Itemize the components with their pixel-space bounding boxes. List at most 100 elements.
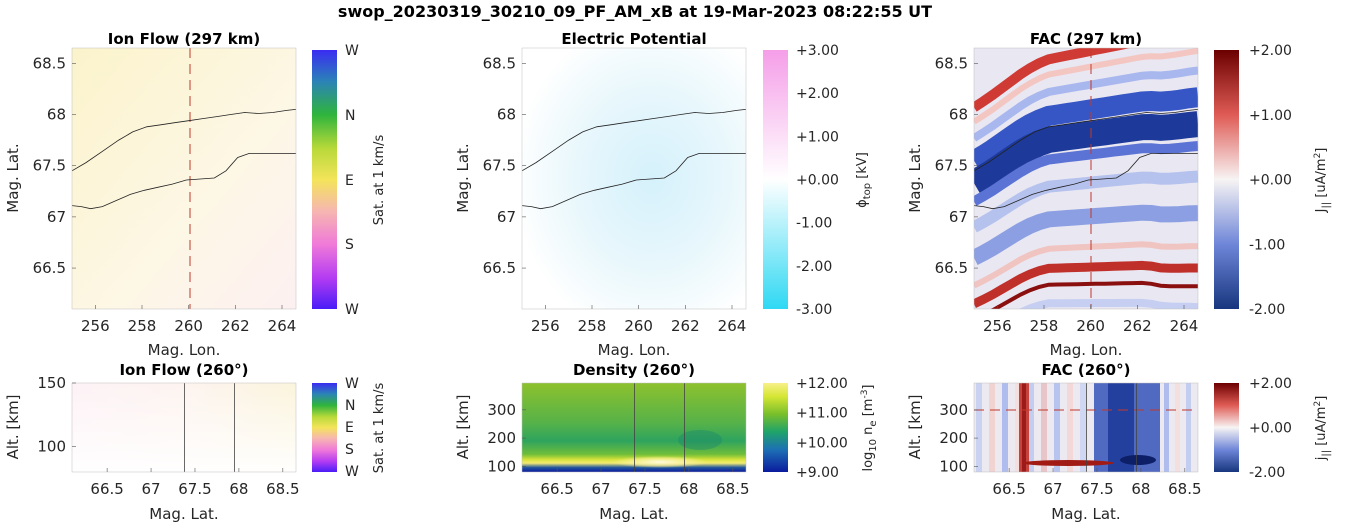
- density-profile-xtick-label: 68.5: [716, 480, 749, 498]
- ion-flow-map-ytick-label: 68: [47, 106, 66, 124]
- ion-flow-profile-cb-tick: E: [345, 420, 354, 436]
- ion-flow-profile-cb-label: Sat. at 1 km/s: [372, 383, 387, 474]
- fac-map-ytick-label: 67: [949, 208, 968, 226]
- potential-map-ytick-label: 67: [497, 208, 516, 226]
- potential-map-colorbar: [763, 50, 788, 309]
- potential-map-field: [522, 48, 746, 309]
- potential-map-cb-tick: +0.00: [796, 173, 839, 189]
- fac-profile-xtick-label: 68.5: [1168, 480, 1201, 498]
- potential-map-cb-tick: +2.00: [796, 86, 839, 102]
- ion-flow-map-boundary-equatorward: [72, 153, 296, 210]
- ion-flow-map-field: [72, 48, 296, 309]
- fac-map-xtick-label: 260: [1076, 317, 1105, 335]
- potential-map-ytick-label: 67.5: [483, 157, 516, 175]
- potential-map-cb-tick: +1.00: [796, 129, 839, 145]
- fac-profile-e-region-downward: [1120, 455, 1156, 465]
- ion-flow-map-ytick-label: 67: [47, 208, 66, 226]
- fac-map-cb-tick: +2.00: [1249, 43, 1292, 59]
- ion-flow-map-colorbar: [312, 50, 337, 309]
- fac-map-ylabel: Mag. Lat.: [906, 143, 924, 212]
- fac-map-xtick-label: 256: [983, 317, 1012, 335]
- potential-map-xlabel: Mag. Lon.: [598, 341, 671, 359]
- fac-profile-stripe: [1175, 383, 1180, 472]
- ion-flow-profile-xtick-label: 67.5: [178, 480, 211, 498]
- ion-flow-map-xtick-label: 264: [268, 317, 297, 335]
- fac-profile-stripe: [1080, 383, 1086, 472]
- ion-flow-map-panel: Ion Flow (297 km) 256 258 260 262 264 66.5 67…: [4, 30, 387, 359]
- fac-map-ytick-label: 67.5: [935, 157, 968, 175]
- potential-map-xtick-label: 256: [531, 317, 560, 335]
- density-profile-ytick-label: 200: [487, 429, 516, 447]
- fac-map-band: [974, 48, 1198, 125]
- ion-flow-map-xlabel: Mag. Lon.: [148, 341, 221, 359]
- ion-flow-profile-xtick-label: 66.5: [90, 480, 123, 498]
- fac-map-xtick-label: 264: [1170, 317, 1199, 335]
- density-profile-peak: [612, 456, 708, 468]
- density-profile-ytick-label: 300: [487, 401, 516, 419]
- fac-profile-cb-tick: -2.00: [1249, 465, 1285, 481]
- density-profile-panel: Density (260°) 66.5 67 67.5 68 68.5 100 200 30…: [454, 361, 879, 523]
- fac-map-colorbar: [1214, 50, 1239, 309]
- potential-map-boundary-poleward: [522, 109, 746, 172]
- density-profile-cb-tick: +10.00: [796, 435, 848, 451]
- ion-flow-map-xtick-label: 262: [221, 317, 250, 335]
- fac-profile-ytick-label: 300: [939, 401, 968, 419]
- density-profile-ytick-label: 100: [487, 457, 516, 475]
- potential-map-axes-frame: [521, 47, 747, 310]
- fac-profile-stripe: [1054, 383, 1060, 472]
- fac-profile-axes-frame: [973, 382, 1199, 473]
- ion-flow-map-boundary-poleward: [72, 109, 296, 172]
- potential-map-cb-label: ϕtop [kV]: [855, 152, 873, 208]
- fac-map-xtick-label: 258: [1030, 317, 1059, 335]
- density-profile-title: Density (260°): [573, 361, 695, 379]
- ion-flow-profile-panel: Ion Flow (260°) 66.5 67 67.5 68 68.5 100150 …: [4, 361, 387, 523]
- potential-map-panel: Electric Potential 256 258 260 262 264 66.5 6…: [454, 30, 873, 359]
- fac-map-ytick-label: 66.5: [935, 259, 968, 277]
- ion-flow-profile-xtick-label: 68: [229, 480, 248, 498]
- potential-map-ylabel: Mag. Lat.: [454, 143, 472, 212]
- fac-map-title: FAC (297 km): [1030, 30, 1142, 48]
- fac-map-band: [974, 241, 1198, 289]
- fac-map-cb-tick: +0.00: [1249, 173, 1292, 189]
- ion-flow-profile-ytick-label: 100: [37, 438, 66, 456]
- density-profile-cb-label: log10 ne [m-3]: [860, 384, 879, 471]
- density-profile-xtick-label: 68: [679, 480, 698, 498]
- ion-flow-profile-xtick-label: 67: [142, 480, 161, 498]
- ion-flow-map-cb-label: Sat. at 1 km/s: [372, 135, 387, 226]
- fac-map-band: [974, 48, 1131, 112]
- fac-map-band: [990, 280, 1198, 309]
- fac-profile-upward-core: [1022, 383, 1026, 472]
- fac-map-bands: [974, 48, 1198, 309]
- fac-profile-stripe: [1002, 383, 1008, 472]
- fac-profile-xtick-label: 67.5: [1080, 480, 1113, 498]
- fac-map-boundary-equatorward: [974, 153, 1198, 210]
- fac-profile-ytick-label: 200: [939, 429, 968, 447]
- fac-profile-stripe: [976, 383, 982, 472]
- fac-profile-ylabel: Alt. [km]: [906, 395, 924, 460]
- density-profile-cb-tick: +11.00: [796, 406, 848, 422]
- fac-profile-e-region-upward: [1022, 460, 1114, 466]
- fac-profile-xtick-label: 67: [1044, 480, 1063, 498]
- density-profile-xlabel: Mag. Lat.: [599, 505, 668, 523]
- ion-flow-profile-cb-tick: N: [345, 398, 355, 414]
- fac-profile-cb-label: j|| [uA/m2]: [1313, 396, 1332, 462]
- fac-map-axes-frame: [973, 47, 1199, 310]
- ion-flow-map-ytick-label: 66.5: [33, 259, 66, 277]
- fac-profile-colorbar: [1214, 383, 1239, 472]
- ion-flow-map-ytick-label: 67.5: [33, 157, 66, 175]
- ion-flow-map-ytick-label: 68.5: [33, 54, 66, 72]
- ion-flow-map-xtick-label: 256: [81, 317, 110, 335]
- fac-map-band: [974, 111, 1198, 195]
- potential-map-xtick-label: 264: [718, 317, 747, 335]
- ion-flow-map-title: Ion Flow (297 km): [108, 30, 260, 48]
- density-profile-colorbar: [763, 383, 788, 472]
- fac-profile-stripe: [989, 383, 995, 472]
- fac-map-cb-tick: -1.00: [1249, 237, 1285, 253]
- fac-profile-stripes: [976, 383, 1191, 472]
- ion-flow-profile-cb-tick: W: [345, 464, 359, 480]
- ion-flow-map-xtick-label: 258: [128, 317, 157, 335]
- density-profile-cb-tick: +9.00: [796, 465, 839, 481]
- ion-flow-profile-cb-tick: W: [345, 376, 359, 392]
- potential-map-xtick-label: 262: [671, 317, 700, 335]
- fac-map-panel: FAC (297 km) 256 258 260 262 264 66.5 67 67.5 6…: [906, 30, 1332, 359]
